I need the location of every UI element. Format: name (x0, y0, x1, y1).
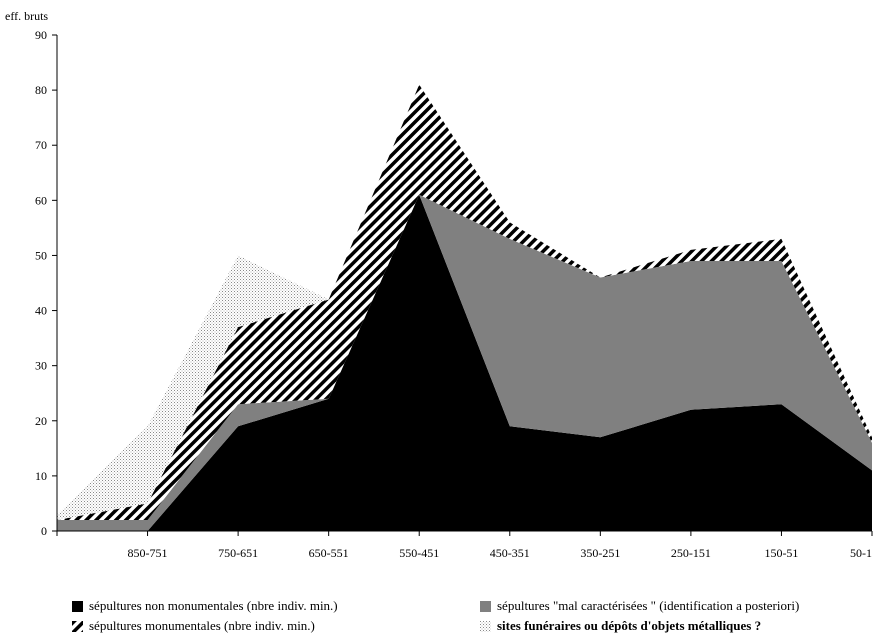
y-tick-label: 50 (35, 248, 47, 262)
chart-axes (56, 35, 872, 532)
x-tick-label: 450-351 (490, 546, 530, 560)
y-tick-label: 90 (35, 28, 47, 42)
x-tick-label: 350-251 (580, 546, 620, 560)
chart-areas (57, 84, 872, 532)
area-series-2 (57, 84, 872, 520)
area-series-1 (57, 194, 872, 532)
area-series-0 (57, 194, 872, 532)
legend-label: sépultures non monumentales (nbre indiv.… (89, 598, 338, 613)
y-tick-label: 0 (41, 524, 47, 538)
x-tick-label: 250-151 (671, 546, 711, 560)
x-tick-label: 650-551 (309, 546, 349, 560)
area-series-3 (57, 84, 872, 520)
y-tick-label: 10 (35, 469, 47, 483)
legend-label: sépultures "mal caractérisées " (identif… (497, 598, 800, 613)
legend-swatch-solid-grey (480, 600, 491, 612)
legend-label: sépultures monumentales (nbre indiv. min… (89, 618, 315, 633)
legend-swatch-stripes (72, 620, 83, 632)
legend-entry-non-monumental: sépultures non monumentales (nbre indiv.… (72, 596, 480, 616)
x-tick-label: 50-1 (850, 546, 872, 560)
legend-swatch-dots (480, 620, 491, 632)
y-tick-label: 80 (35, 83, 47, 97)
legend-label: sites funéraires ou dépôts d'objets méta… (497, 618, 762, 633)
y-tick-label: 20 (35, 414, 47, 428)
y-tick-label: 40 (35, 304, 47, 318)
y-tick-label: 30 (35, 359, 47, 373)
y-axis-ticks: 0 10 20 30 40 50 60 70 80 90 (35, 28, 57, 538)
y-tick-label: 70 (35, 138, 47, 152)
x-tick-label: 850-751 (128, 546, 168, 560)
x-tick-label: 750-651 (218, 546, 258, 560)
legend-swatch-solid-black (72, 600, 83, 612)
legend-entry-monumental: sépultures monumentales (nbre indiv. min… (72, 616, 480, 636)
legend-entry-mal-caracterisees: sépultures "mal caractérisées " (identif… (480, 596, 799, 616)
x-axis-ticks: 850-751 750-651 650-551 550-451 450-351 350-2… (56, 531, 873, 560)
y-axis-label: eff. bruts (5, 9, 48, 23)
legend-entry-sites-funeraires: sites funéraires ou dépôts d'objets méta… (480, 616, 799, 636)
chart-legend: sépultures non monumentales (nbre indiv.… (72, 596, 882, 636)
y-tick-label: 60 (35, 193, 47, 207)
x-tick-label: 550-451 (399, 546, 439, 560)
x-tick-label: 150-51 (764, 546, 798, 560)
